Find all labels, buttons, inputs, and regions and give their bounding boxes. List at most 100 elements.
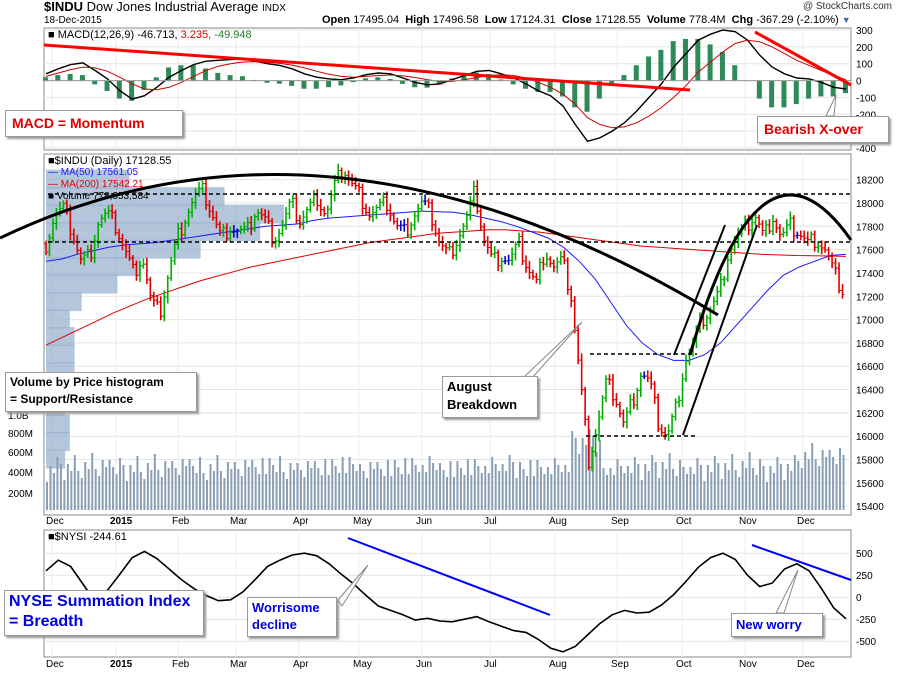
volume-bar (609, 468, 612, 510)
volume-bar (532, 476, 535, 510)
volume-bar (585, 445, 588, 510)
xtick-label: Aug (549, 659, 567, 670)
volume-bar (508, 455, 511, 510)
volume-bar (143, 479, 146, 510)
volume-bar (70, 471, 73, 510)
volume-bar (268, 458, 271, 510)
volume-bar (247, 467, 250, 510)
watermark: @ StockCharts.com (802, 1, 892, 12)
macd-histogram-bar (141, 80, 147, 90)
macd-histogram-bar (276, 80, 282, 84)
volume-bar (828, 450, 831, 510)
symbol: $INDU (44, 0, 84, 14)
macd-histogram-bar (559, 80, 565, 97)
volume-bar (101, 460, 104, 510)
volume-bar (216, 455, 219, 510)
volume-bar (529, 460, 532, 510)
macd-histogram-bar (818, 80, 824, 97)
macd-ytick-label: 0 (856, 77, 862, 88)
volume-bar (233, 462, 236, 510)
volume-bar (574, 438, 577, 510)
volume-bar (595, 452, 598, 510)
volume-bar (115, 474, 118, 510)
chevron-down-icon[interactable]: ▼ (841, 15, 851, 25)
volume-bar (376, 462, 379, 510)
volume-bar (251, 460, 254, 510)
volume-bar (505, 471, 508, 510)
xtick-label: Aug (549, 516, 567, 527)
volume-bar (640, 480, 643, 510)
volume-bar (814, 459, 817, 510)
volume-tick-label: 400M (8, 468, 33, 479)
volume-bar (484, 466, 487, 510)
volume-bar (463, 475, 466, 510)
volume-bar (557, 465, 560, 510)
macd-histogram-bar (129, 80, 135, 101)
macd-histogram-bar (350, 80, 356, 83)
volume-bar (446, 477, 448, 510)
volume-bar (91, 453, 94, 510)
macd-histogram-bar (313, 80, 319, 89)
volume-bar (825, 457, 828, 510)
macd-histogram-bar (301, 80, 307, 89)
macd-legend: ■ MACD(12,26,9) -46.713, 3.235, -49.948 (48, 29, 252, 41)
volume-bar (292, 470, 295, 510)
macd-histogram-bar (79, 75, 85, 82)
volume-bar (352, 464, 355, 510)
rally-trendline-1 (673, 224, 726, 356)
volume-bar (592, 436, 595, 510)
macd-ytick-label: -400 (856, 144, 876, 155)
volume-bar (477, 466, 480, 510)
macd-histogram-bar (830, 80, 836, 97)
volume-bar (741, 461, 744, 510)
vbp-bar (46, 432, 70, 452)
volume-bar (94, 469, 97, 510)
price-ytick-label: 17000 (856, 316, 884, 327)
volume-bar (793, 455, 796, 510)
volume-bar (372, 469, 375, 510)
volume-bar (195, 473, 198, 510)
volume-bar (80, 478, 83, 510)
macd-histogram-bar (584, 80, 590, 112)
volume-bar (150, 470, 153, 510)
volume-bar (414, 465, 417, 510)
volume-bar (491, 457, 494, 510)
volume-bar (317, 468, 320, 510)
nysi-legend: ■$NYSI -244.61 (48, 531, 127, 543)
ma200-line (45, 229, 847, 346)
macd-histogram-bar (166, 67, 172, 82)
vbp-bar (46, 169, 130, 189)
annotation-lines (0, 30, 853, 616)
volume-bar (112, 467, 115, 510)
price-ytick-label: 17800 (856, 222, 884, 233)
volume-bar (362, 471, 365, 510)
xtick-label: Jul (484, 659, 497, 670)
volume-bar (842, 455, 845, 510)
price-ytick-label: 17600 (856, 246, 884, 257)
volume-bar (480, 473, 483, 510)
xtick-label: Oct (676, 659, 692, 670)
price-ytick-label: 17200 (856, 292, 884, 303)
volume-bar (473, 459, 476, 510)
volume-bar (818, 466, 821, 510)
volume-bar (56, 457, 59, 510)
volume-bar (550, 474, 553, 510)
volume-bar (679, 460, 682, 510)
volume-bar (244, 460, 247, 510)
volume-bar (383, 476, 386, 510)
volume-bar (240, 476, 243, 510)
volume-bars (46, 429, 845, 510)
volume-bar (49, 466, 52, 510)
volume-bar (658, 478, 661, 510)
price-ytick-label: 16200 (856, 409, 884, 420)
macd-histogram-bar (461, 75, 467, 82)
volume-bar (686, 474, 688, 510)
macd-histogram-bar (289, 80, 295, 86)
volume-bar (192, 466, 195, 510)
august-breakdown-callout: August Breakdown (442, 376, 538, 418)
volume-bar (519, 462, 522, 510)
volume-bar (779, 464, 782, 510)
xtick-label: Dec (797, 516, 815, 527)
volume-bar (720, 479, 723, 510)
worrisome-callout-pointer (337, 564, 369, 607)
